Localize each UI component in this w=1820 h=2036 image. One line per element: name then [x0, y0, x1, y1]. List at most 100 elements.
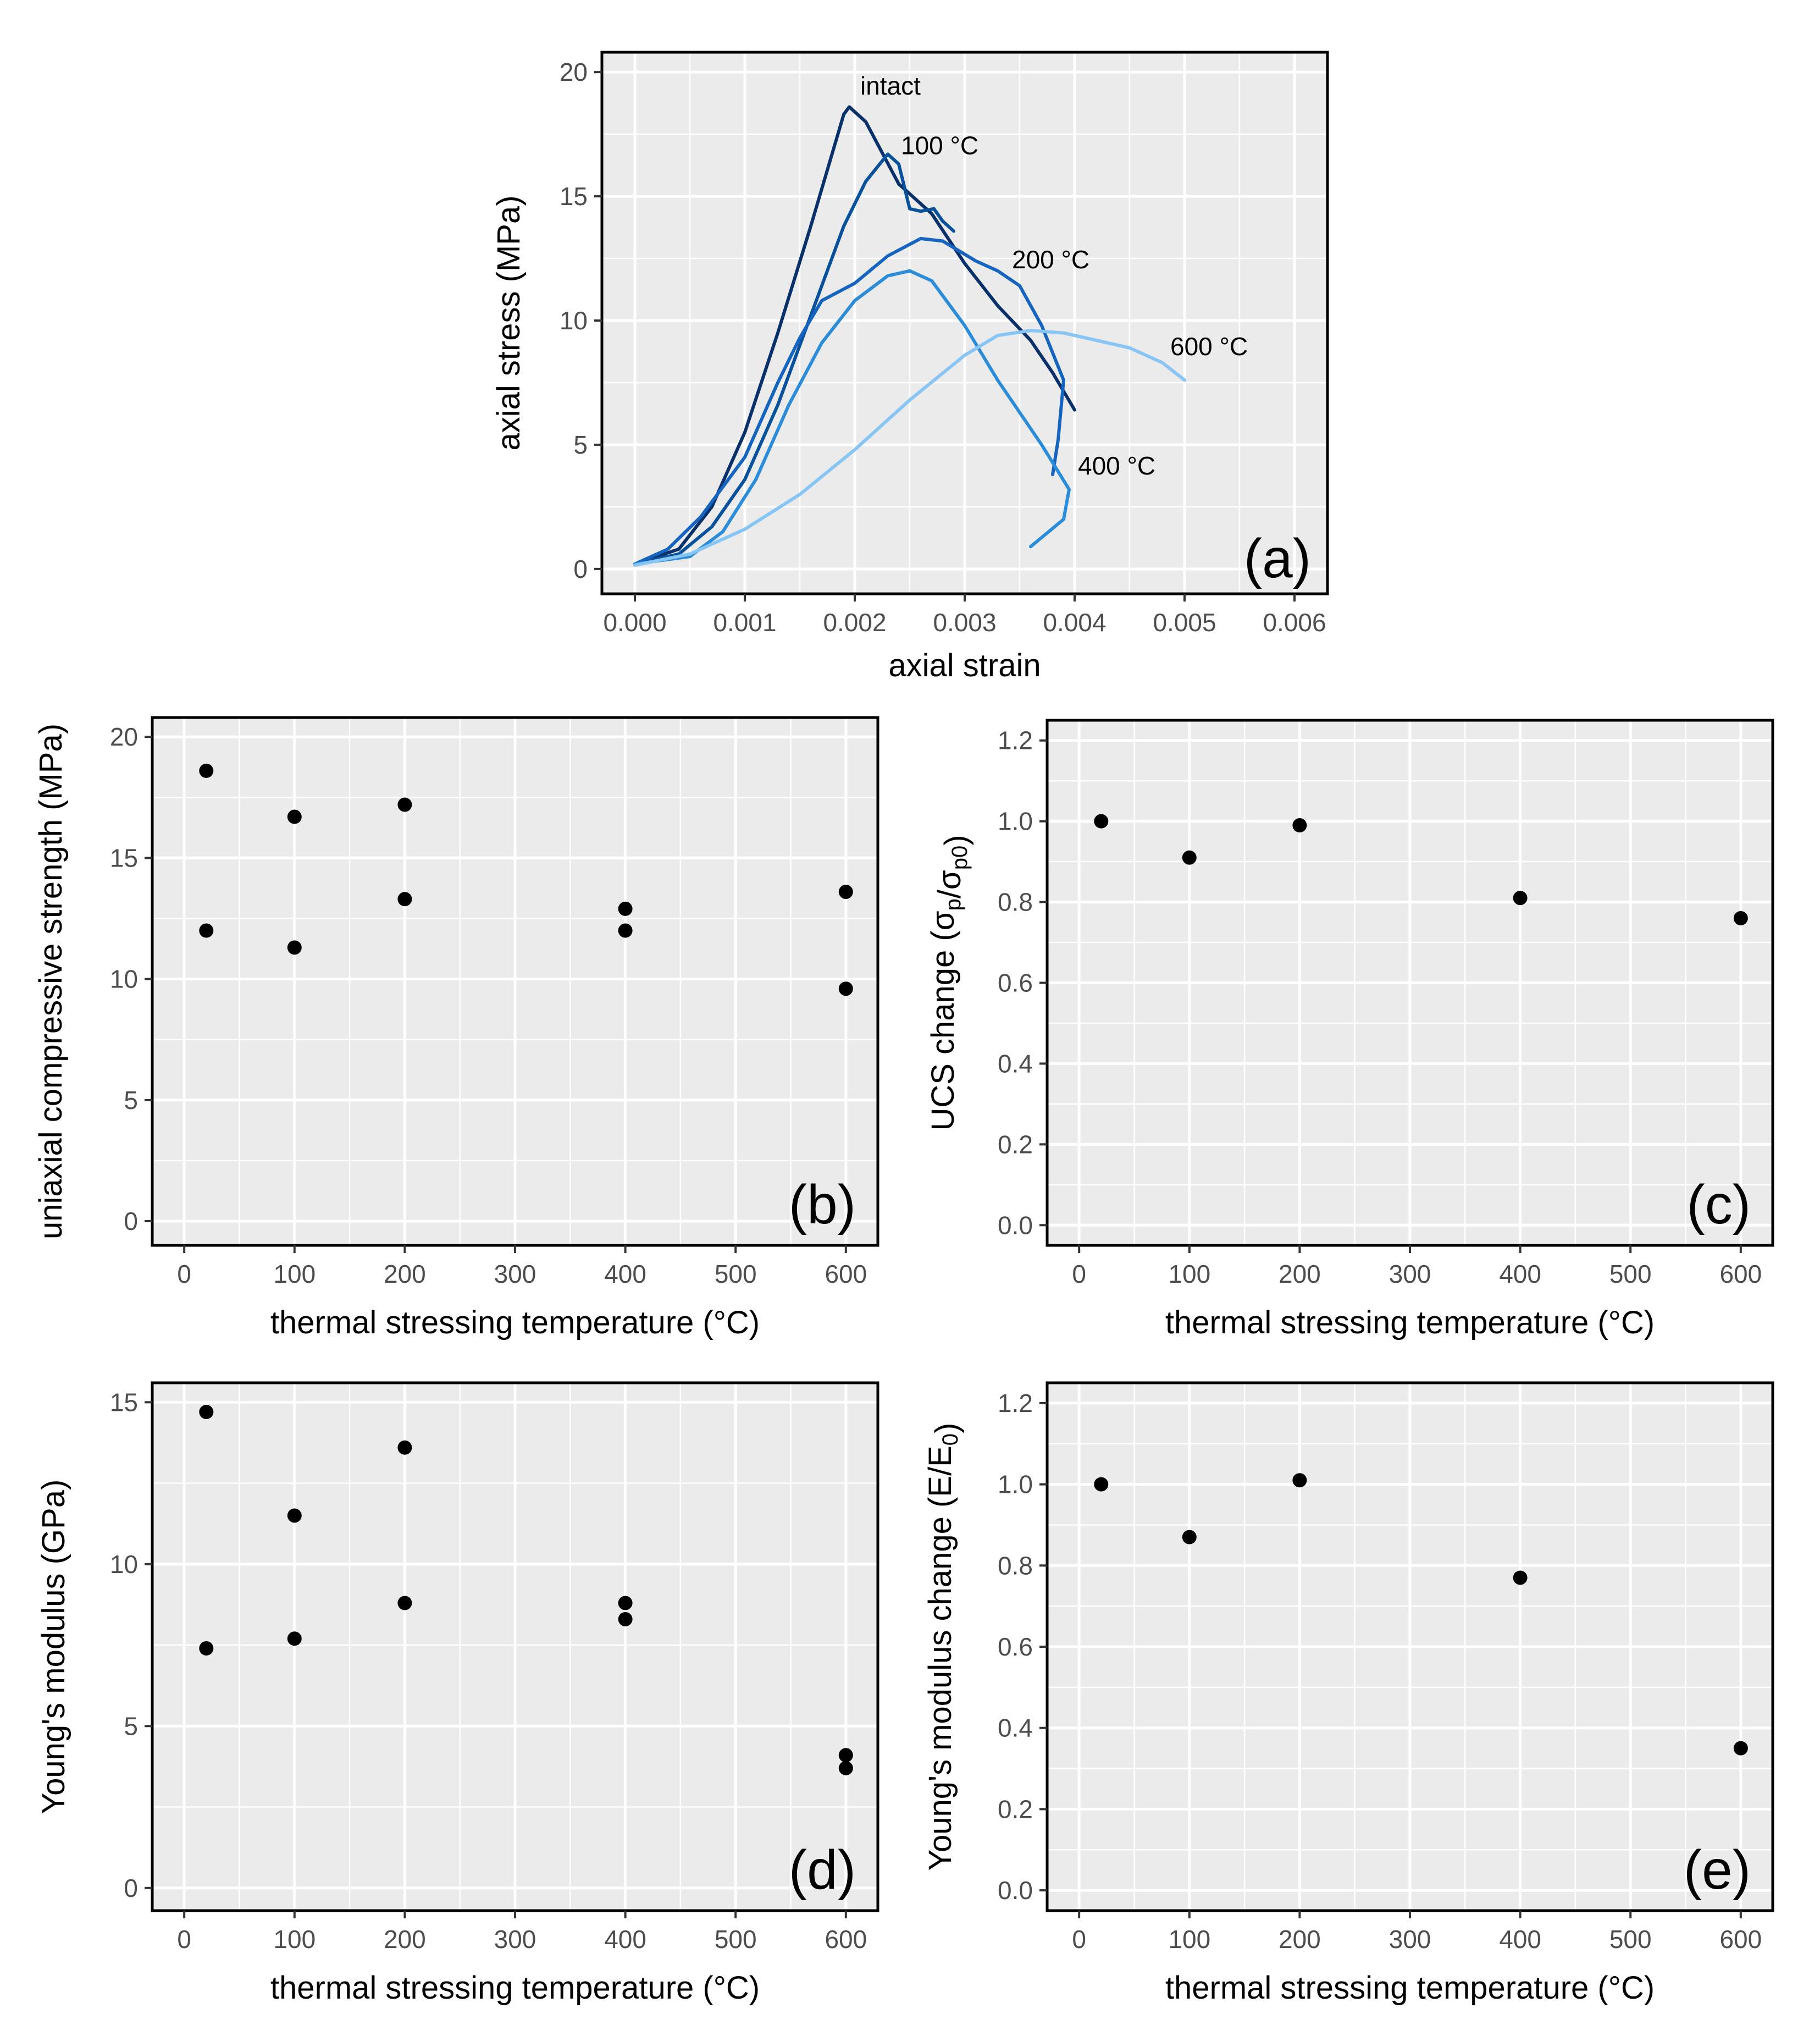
- data-point: [287, 809, 302, 824]
- x-tick-label: 100: [1168, 1925, 1210, 1954]
- panel-tag: (d): [789, 1839, 856, 1901]
- x-tick-label: 0.005: [1153, 608, 1216, 637]
- y-tick-label: 0.4: [998, 1049, 1033, 1078]
- data-point: [838, 1748, 853, 1763]
- data-point: [838, 1761, 853, 1775]
- y-tick-label: 1.0: [998, 1470, 1033, 1499]
- x-tick-label: 200: [384, 1925, 426, 1954]
- x-axis-title: thermal stressing temperature (°C): [1165, 1305, 1655, 1340]
- data-point: [199, 923, 214, 938]
- x-tick-label: 0: [1072, 1260, 1086, 1288]
- data-point: [199, 763, 214, 778]
- y-tick-label: 0.8: [998, 888, 1033, 917]
- data-point: [838, 981, 853, 996]
- panel-tag: (a): [1244, 528, 1311, 589]
- x-tick-label: 400: [604, 1925, 646, 1954]
- x-tick-label: 0.006: [1263, 608, 1326, 637]
- data-point: [838, 885, 853, 900]
- y-axis-title: UCS change (σp/σp0): [925, 835, 974, 1130]
- data-point: [618, 923, 633, 938]
- panel-tag: (b): [789, 1174, 856, 1235]
- x-axis-title: thermal stressing temperature (°C): [270, 1970, 760, 2006]
- y-tick-label: 15: [560, 182, 588, 211]
- curve-label: 200 °C: [1012, 245, 1089, 274]
- data-point: [618, 1612, 633, 1626]
- y-tick-label: 0: [124, 1874, 138, 1902]
- x-tick-label: 0.003: [933, 608, 996, 637]
- x-tick-label: 300: [494, 1925, 536, 1954]
- x-tick-label: 0: [177, 1925, 191, 1954]
- y-tick-label: 10: [110, 1550, 138, 1579]
- y-tick-label: 0.0: [998, 1211, 1033, 1239]
- y-axis-title: axial stress (MPa): [491, 195, 527, 450]
- x-tick-label: 0.002: [823, 608, 886, 637]
- y-tick-label: 0: [573, 555, 588, 583]
- series-line-600-c: [633, 329, 1186, 567]
- data-point: [1513, 1570, 1528, 1585]
- panel-e: 0 100 200 300 400 500 600 0.0 0.2 0.4 0.6 0.8 1.0 1.2…: [922, 1381, 1774, 2006]
- panel-a: intact 100 °C 200 °C 600 °C 400 °C 0.000 0.001…: [491, 51, 1329, 683]
- x-tick-label: 500: [1609, 1925, 1652, 1954]
- data-point: [1292, 1473, 1307, 1488]
- x-tick-label: 100: [273, 1925, 316, 1954]
- data-point: [397, 1440, 412, 1455]
- y-tick-label: 0.2: [998, 1795, 1033, 1823]
- data-point: [287, 1508, 302, 1523]
- x-tick-label: 600: [825, 1260, 867, 1288]
- data-point: [618, 1596, 633, 1610]
- x-tick-label: 0.001: [713, 608, 776, 637]
- data-point: [1733, 1741, 1748, 1756]
- x-tick-label: 200: [1279, 1260, 1321, 1288]
- x-axis-title: thermal stressing temperature (°C): [270, 1305, 760, 1340]
- data-point: [1182, 1530, 1197, 1544]
- data-point: [397, 892, 412, 907]
- x-axis-title: thermal stressing temperature (°C): [1165, 1970, 1655, 2006]
- x-tick-label: 300: [1389, 1260, 1431, 1288]
- data-point: [618, 901, 633, 916]
- y-tick-label: 10: [560, 306, 588, 335]
- y-tick-label: 15: [110, 843, 138, 872]
- data-point: [1292, 818, 1307, 832]
- y-axis-title: Young's modulus change (E/E0): [922, 1423, 965, 1871]
- y-tick-label: 20: [110, 722, 138, 751]
- y-axis-title: Young's modulus (GPa): [36, 1480, 71, 1814]
- y-tick-label: 20: [560, 58, 588, 86]
- panel-d: 0 100 200 300 400 500 600 0 5 10 15 thermal stressi…: [36, 1381, 879, 2006]
- data-point: [199, 1641, 214, 1656]
- data-point: [1182, 850, 1197, 865]
- series-line-400-c: [633, 269, 1071, 566]
- y-tick-label: 5: [573, 431, 588, 459]
- y-tick-label: 15: [110, 1388, 138, 1416]
- x-tick-label: 100: [273, 1260, 316, 1288]
- y-tick-label: 0.6: [998, 1632, 1033, 1661]
- y-tick-label: 0.6: [998, 969, 1033, 997]
- x-tick-label: 400: [604, 1260, 646, 1288]
- data-point: [397, 1596, 412, 1610]
- x-tick-label: 300: [1389, 1925, 1431, 1954]
- x-tick-label: 100: [1168, 1260, 1210, 1288]
- y-tick-label: 10: [110, 965, 138, 994]
- x-tick-label: 500: [1609, 1260, 1652, 1288]
- series-line-100-c: [633, 152, 955, 566]
- panel-tag: (c): [1686, 1174, 1751, 1235]
- y-tick-label: 5: [124, 1712, 138, 1740]
- series-line-200-c: [633, 236, 1065, 566]
- panel-tag: (e): [1684, 1839, 1751, 1901]
- y-tick-label: 0.0: [998, 1876, 1033, 1905]
- x-tick-label: 500: [715, 1260, 757, 1288]
- data-point: [1094, 1477, 1109, 1492]
- curve-label: intact: [860, 71, 921, 100]
- x-tick-label: 500: [715, 1925, 757, 1954]
- curve-label: 600 °C: [1170, 332, 1248, 361]
- data-point: [287, 1631, 302, 1646]
- x-tick-label: 200: [1279, 1925, 1321, 1954]
- panel-c: 0 100 200 300 400 500 600 0.0 0.2 0.4 0.6 0.8 1.0 1.2…: [925, 719, 1774, 1340]
- y-tick-label: 1.0: [998, 807, 1033, 836]
- x-tick-label: 400: [1499, 1925, 1541, 1954]
- x-tick-label: 0.004: [1043, 608, 1106, 637]
- x-tick-label: 600: [1719, 1925, 1762, 1954]
- x-tick-label: 600: [825, 1925, 867, 1954]
- y-tick-label: 0.2: [998, 1130, 1033, 1158]
- curve-label: 100 °C: [901, 131, 978, 159]
- x-tick-label: 0.000: [603, 608, 666, 637]
